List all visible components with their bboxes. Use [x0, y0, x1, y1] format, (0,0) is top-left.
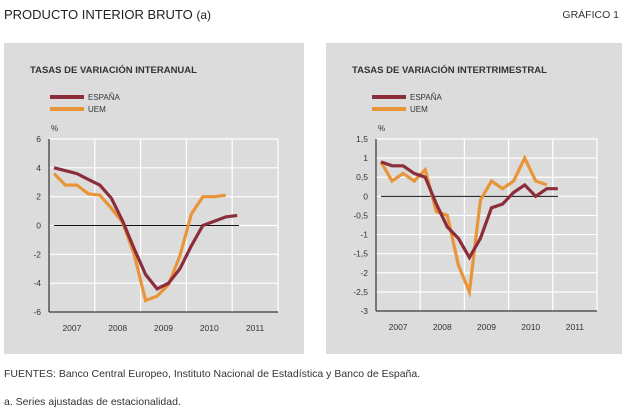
- y-tick-label: 4: [36, 163, 41, 173]
- series-line-uem: [52, 172, 227, 303]
- legend-item-uem: UEM: [50, 103, 120, 115]
- chart-panel-intertrimestral: TASAS DE VARIACIÓN INTERTRIMESTRAL ESPAÑ…: [326, 43, 622, 354]
- legend-swatch-uem: [50, 107, 84, 111]
- legend-item-uem: UEM: [372, 103, 442, 115]
- y-tick-label: 0,5: [356, 172, 368, 182]
- y-tick-label: 1,5: [356, 134, 368, 144]
- y-tick-label: -2: [360, 268, 368, 278]
- sources-note: FUENTES: Banco Central Europeo, Institut…: [4, 368, 421, 380]
- x-tick-label: 2007: [62, 323, 81, 333]
- legend-label-uem: UEM: [410, 104, 428, 114]
- y-unit-label: %: [378, 124, 385, 133]
- page-title: PRODUCTO INTERIOR BRUTO (a): [4, 7, 211, 22]
- series-line-espana: [53, 166, 238, 291]
- y-tick-label: 6: [36, 134, 41, 144]
- chart-title: TASAS DE VARIACIÓN INTERANUAL: [30, 65, 197, 76]
- chart-legend: ESPAÑA UEM: [50, 91, 120, 115]
- x-tick-label: 2010: [521, 322, 540, 332]
- x-tick-label: 2009: [477, 322, 496, 332]
- y-tick-label: -0,5: [353, 210, 368, 220]
- page-title-text: PRODUCTO INTERIOR BRUTO: [4, 7, 193, 22]
- y-tick-label: 0: [363, 191, 368, 201]
- y-tick-label: 0: [36, 221, 41, 231]
- y-tick-label: 1: [363, 153, 368, 163]
- x-tick-label: 2008: [108, 323, 127, 333]
- legend-swatch-espana: [50, 95, 84, 99]
- x-tick-label: 2007: [389, 322, 408, 332]
- chart-title: TASAS DE VARIACIÓN INTERTRIMESTRAL: [352, 65, 547, 76]
- y-tick-label: -2,5: [353, 287, 368, 297]
- x-tick-label: 2011: [566, 322, 585, 332]
- legend-label-espana: ESPAÑA: [88, 92, 120, 102]
- y-tick-label: -1,5: [353, 249, 368, 259]
- x-tick-label: 2010: [200, 323, 219, 333]
- legend-swatch-uem: [372, 107, 406, 111]
- x-tick-label: 2009: [154, 323, 173, 333]
- chart-interanual: % 6 4 2 0 -2 -4 -6 2007 2008 2009 2010 2011: [33, 124, 279, 333]
- y-tick-label: -1: [360, 230, 368, 240]
- y-tick-label: -2: [33, 249, 41, 259]
- legend-swatch-espana: [372, 95, 406, 99]
- legend-label-espana: ESPAÑA: [410, 92, 442, 102]
- chart-panel-interanual: TASAS DE VARIACIÓN INTERANUAL ESPAÑA UEM…: [4, 43, 304, 354]
- figure-reference: GRÁFICO 1: [562, 9, 619, 21]
- chart-legend: ESPAÑA UEM: [372, 91, 442, 115]
- y-tick-label: -6: [33, 307, 41, 317]
- legend-label-uem: UEM: [88, 104, 106, 114]
- x-tick-label: 2008: [433, 322, 452, 332]
- x-tick-label: 2011: [246, 323, 265, 333]
- page-title-suffix: (a): [196, 8, 212, 22]
- y-tick-label: -3: [360, 306, 368, 316]
- y-tick-label: 2: [36, 192, 41, 202]
- y-unit-label: %: [51, 124, 58, 133]
- legend-item-espana: ESPAÑA: [372, 91, 442, 103]
- y-tick-label: -4: [33, 278, 41, 288]
- chart-intertrimestral: % 1,5 1 0,5 0 -0,5 -1 -1,5 -2 -2,5 -3 2007 2008 2009 2…: [353, 124, 598, 332]
- series-line-uem: [379, 154, 548, 299]
- footnote: a. Series ajustadas de estacionalidad.: [4, 396, 181, 408]
- legend-item-espana: ESPAÑA: [50, 91, 120, 103]
